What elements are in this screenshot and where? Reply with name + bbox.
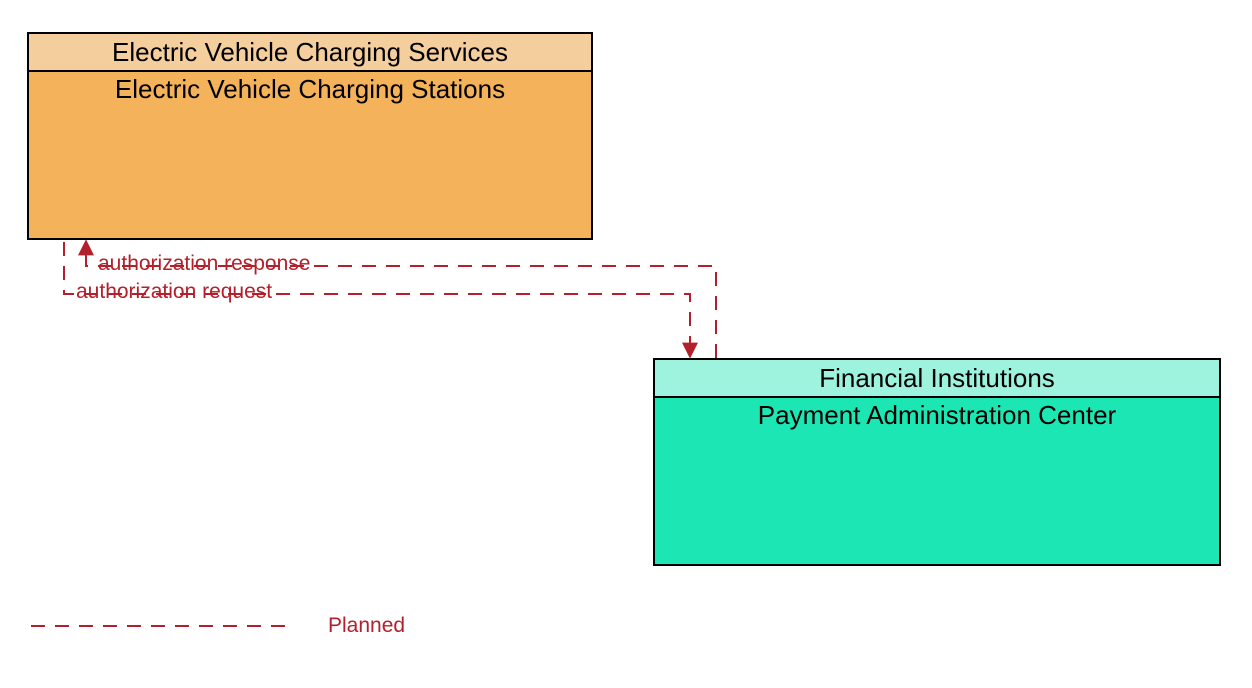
- diagram-canvas: Electric Vehicle Charging Services Elect…: [0, 0, 1252, 688]
- node-financial-body: Payment Administration Center: [653, 398, 1221, 566]
- flow-request-label-text: authorization request: [76, 280, 272, 303]
- legend-label-text: Planned: [328, 614, 405, 637]
- node-ev-charging-body: Electric Vehicle Charging Stations: [27, 72, 593, 240]
- flow-authorization-request-label: authorization request: [76, 280, 272, 304]
- node-ev-charging-header: Electric Vehicle Charging Services: [27, 32, 593, 72]
- legend-label: Planned: [328, 614, 405, 638]
- node-ev-charging-header-text: Electric Vehicle Charging Services: [112, 37, 508, 67]
- node-financial-header: Financial Institutions: [653, 358, 1221, 398]
- flow-response-label-text: authorization response: [98, 252, 310, 275]
- node-financial-body-text: Payment Administration Center: [758, 400, 1116, 430]
- node-ev-charging: Electric Vehicle Charging Services Elect…: [27, 32, 593, 240]
- flow-authorization-response-label: authorization response: [98, 252, 310, 276]
- node-financial-header-text: Financial Institutions: [819, 363, 1055, 393]
- node-ev-charging-body-text: Electric Vehicle Charging Stations: [115, 74, 505, 104]
- node-financial-institutions: Financial Institutions Payment Administr…: [653, 358, 1221, 566]
